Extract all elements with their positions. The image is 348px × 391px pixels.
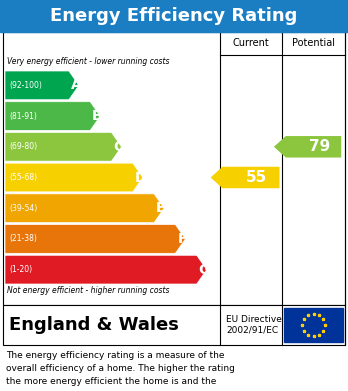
Bar [284,308,343,342]
Text: (92-100): (92-100) [9,81,42,90]
Text: 79: 79 [309,139,330,154]
Text: Current: Current [232,38,269,48]
Text: (1-20): (1-20) [9,265,32,274]
Text: C: C [113,140,124,154]
Bar [0,0,348,32]
Text: Very energy efficient - lower running costs: Very energy efficient - lower running co… [7,57,169,66]
Bar [3,305,345,345]
Text: E: E [156,201,166,215]
Text: A: A [71,78,82,92]
Text: (81-91): (81-91) [9,111,37,120]
Polygon shape [274,136,341,158]
Text: EU Directive: EU Directive [226,316,282,325]
Text: (55-68): (55-68) [9,173,37,182]
Polygon shape [5,224,185,253]
Text: Not energy efficient - higher running costs: Not energy efficient - higher running co… [7,286,169,295]
Polygon shape [5,194,164,222]
Polygon shape [5,102,100,131]
Text: D: D [135,170,146,185]
Polygon shape [5,163,143,192]
Bar [3,32,345,305]
Text: G: G [199,263,210,277]
Text: England & Wales: England & Wales [9,316,179,334]
Text: 2002/91/EC: 2002/91/EC [226,325,278,334]
Text: (69-80): (69-80) [9,142,37,151]
Text: F: F [177,232,187,246]
Text: B: B [92,109,103,123]
Text: (39-54): (39-54) [9,204,37,213]
Polygon shape [5,71,79,100]
Polygon shape [5,255,207,284]
Text: The energy efficiency rating is a measure of the
overall efficiency of a home. T: The energy efficiency rating is a measur… [6,351,235,391]
Polygon shape [5,133,121,161]
Polygon shape [211,167,279,188]
Text: Potential: Potential [292,38,335,48]
Text: 55: 55 [246,170,268,185]
Text: Energy Efficiency Rating: Energy Efficiency Rating [50,7,298,25]
Text: (21-38): (21-38) [9,235,37,244]
